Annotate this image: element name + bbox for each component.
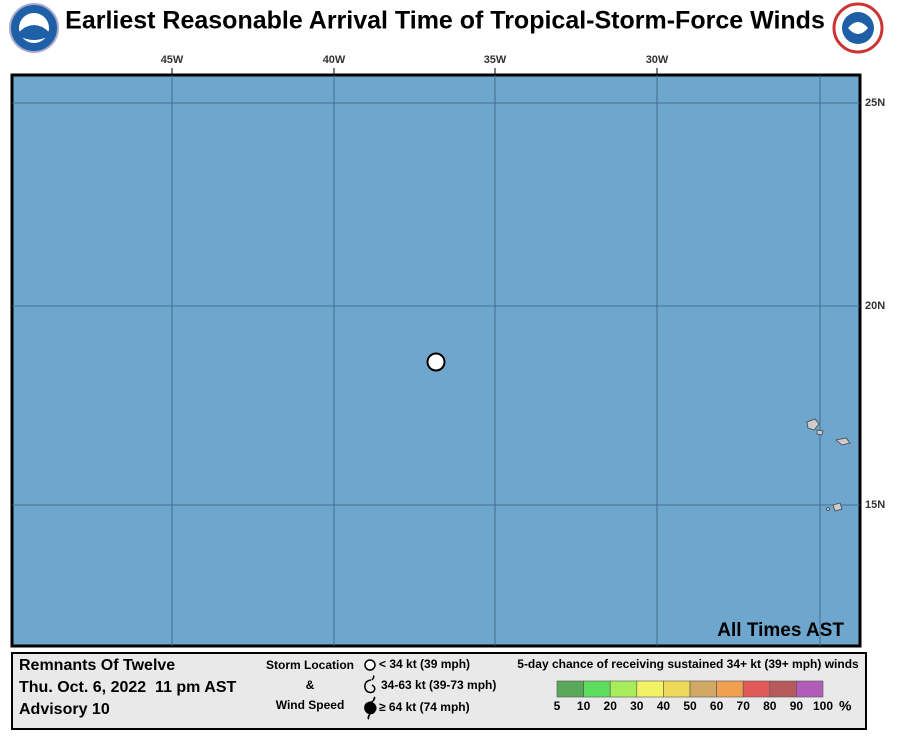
scale-label: 20	[604, 699, 618, 713]
scale-box	[716, 680, 744, 698]
lat-label: 20N	[865, 300, 885, 312]
symbol-weak	[364, 659, 376, 671]
scale-box	[796, 680, 824, 698]
scale-label: 50	[683, 699, 697, 713]
scale-label: 30	[630, 699, 644, 713]
scale-unit: %	[839, 698, 852, 714]
title: Earliest Reasonable Arrival Time of Trop…	[65, 7, 825, 35]
storm-legend-item: < 34 kt (39 mph)	[379, 657, 470, 671]
symbol-hurricane	[364, 696, 377, 720]
advisory-number: Advisory 10	[19, 701, 110, 718]
scale-label: 5	[554, 699, 561, 713]
scale-box	[609, 680, 638, 698]
lon-label: 30W	[646, 54, 669, 66]
lon-label: 45W	[161, 54, 184, 66]
storm-legend-item: ≥ 64 kt (74 mph)	[379, 700, 470, 714]
noaa-logo	[9, 3, 59, 53]
storm-legend-label: Storm Location	[266, 658, 354, 672]
scale-box	[636, 680, 664, 698]
storm-legend-label: &	[306, 678, 315, 692]
scale-box	[663, 680, 691, 698]
scale-box	[556, 680, 584, 698]
probability-title: 5-day chance of receiving sustained 34+ …	[517, 657, 859, 671]
advisory-time: Thu. Oct. 6, 2022 11 pm AST	[19, 679, 236, 696]
scale-box	[769, 680, 797, 698]
scale-label: 40	[657, 699, 671, 713]
storm-legend-label: Wind Speed	[276, 698, 345, 712]
scale-box	[689, 680, 717, 698]
scale-label: 70	[737, 699, 751, 713]
nws-logo	[832, 2, 884, 54]
islands	[806, 418, 851, 512]
scale-label: 80	[763, 699, 777, 713]
scale-label: 100	[813, 699, 833, 713]
scale-label: 10	[577, 699, 591, 713]
symbol-storm	[364, 675, 376, 694]
lat-label: 25N	[865, 97, 885, 109]
storm-name: Remnants Of Twelve	[19, 657, 175, 674]
scale-label: 90	[790, 699, 804, 713]
scale-box	[742, 680, 771, 698]
lon-label: 35W	[484, 54, 507, 66]
scale-label: 60	[710, 699, 724, 713]
time-note: All Times AST	[717, 620, 844, 641]
storm-location	[426, 352, 446, 372]
lat-label: 15N	[865, 499, 885, 511]
storm-legend-item: 34-63 kt (39-73 mph)	[381, 678, 496, 692]
scale-box	[583, 680, 611, 698]
lon-label: 40W	[323, 54, 346, 66]
graticule	[12, 75, 860, 646]
